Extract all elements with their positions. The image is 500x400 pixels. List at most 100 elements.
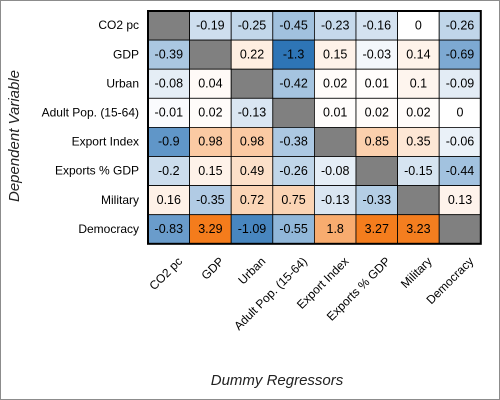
row-label-co2-pc: CO2 pc bbox=[98, 18, 139, 32]
row-labels: CO2 pc GDP Urban Adult Pop. (15-64) Export I… bbox=[42, 18, 139, 236]
row-label-gdp: GDP bbox=[113, 47, 139, 61]
heatmap-cell-masked bbox=[272, 97, 315, 128]
heatmap-cell bbox=[147, 156, 190, 187]
heatmap-cell-value: -0.25 bbox=[238, 18, 267, 32]
heatmap-cell bbox=[355, 127, 398, 157]
heatmap-cell-value: 0.75 bbox=[281, 193, 305, 207]
heatmap-cell bbox=[438, 97, 482, 128]
row-label-exports-gdp: Exports % GDP bbox=[55, 164, 139, 178]
heatmap-cell-value: -0.15 bbox=[404, 164, 433, 178]
heatmap-cell bbox=[230, 97, 274, 128]
heatmap-cell-value: 0.15 bbox=[323, 47, 347, 61]
heatmap-cell-value: -0.03 bbox=[363, 47, 392, 61]
column-label-adult-pop-15-64: Adult Pop. (15-64) bbox=[231, 254, 310, 333]
heatmap-cell-value: -0.26 bbox=[446, 18, 475, 32]
heatmap-cell bbox=[272, 185, 315, 216]
heatmap-cell bbox=[438, 68, 482, 99]
heatmap-cell-value: 0.04 bbox=[198, 77, 222, 91]
heatmap-cell bbox=[189, 127, 232, 157]
y-axis-title: Dependent Variable bbox=[6, 70, 23, 202]
heatmap-cell-value: -0.09 bbox=[446, 77, 475, 91]
heatmap-cell bbox=[397, 39, 440, 70]
row-label-military: Military bbox=[101, 193, 139, 207]
heatmap-cell-value: -0.23 bbox=[321, 18, 350, 32]
heatmap-cell-value: -0.16 bbox=[363, 18, 392, 32]
heatmap-cell-value: 0.22 bbox=[240, 47, 264, 61]
heatmap-cell-value: -0.19 bbox=[196, 18, 225, 32]
heatmap-cell bbox=[313, 185, 357, 216]
heatmap-cell-masked bbox=[397, 185, 440, 216]
heatmap-cell-value: 0.98 bbox=[240, 135, 264, 149]
heatmap-cell-value: -0.33 bbox=[363, 193, 392, 207]
heatmap-cell-masked bbox=[189, 39, 232, 70]
heatmap-cell-value: -0.9 bbox=[158, 135, 180, 149]
heatmap-cell-value: 0.15 bbox=[198, 164, 222, 178]
heatmap-cell bbox=[355, 68, 398, 99]
heatmap-cell-value: 3.27 bbox=[365, 222, 389, 236]
heatmap-cell bbox=[355, 214, 398, 245]
heatmap-cell-value: -0.2 bbox=[158, 164, 180, 178]
row-label-adult-pop-15-64: Adult Pop. (15-64) bbox=[42, 106, 139, 120]
heatmap-cell bbox=[147, 39, 190, 70]
heatmap-cell bbox=[189, 68, 232, 99]
heatmap-cells: -0.19 -0.25 -0.45 -0.23 -0.16 0 -0.26 -0.39 0.22… bbox=[147, 10, 482, 245]
heatmap-cell-value: -1.09 bbox=[238, 222, 267, 236]
heatmap-cell-value: -0.13 bbox=[321, 193, 350, 207]
column-label-gdp: GDP bbox=[198, 254, 226, 282]
heatmap-cell bbox=[272, 214, 315, 245]
heatmap-cell-value: 0 bbox=[457, 106, 464, 120]
heatmap-cell bbox=[272, 127, 315, 157]
heatmap-cell-value: -0.08 bbox=[321, 164, 350, 178]
row-label-export-index: Export Index bbox=[72, 135, 139, 149]
heatmap-cell-value: -0.26 bbox=[279, 164, 308, 178]
heatmap-cell bbox=[189, 214, 232, 245]
heatmap-cell bbox=[313, 68, 357, 99]
heatmap-cell-value: 0.01 bbox=[365, 77, 389, 91]
column-label-military: Military bbox=[398, 254, 435, 291]
heatmap-cell-value: -0.38 bbox=[279, 135, 308, 149]
heatmap-cell bbox=[147, 68, 190, 99]
row-label-urban: Urban bbox=[106, 76, 139, 90]
heatmap-cell-value: -1.3 bbox=[283, 47, 305, 61]
heatmap-cell bbox=[397, 127, 440, 157]
heatmap-cell bbox=[313, 39, 357, 70]
heatmap-cell-value: 3.29 bbox=[198, 222, 222, 236]
heatmap-cell bbox=[397, 97, 440, 128]
y-axis-title-group: Dependent Variable bbox=[6, 70, 23, 202]
heatmap-cell-value: 0.01 bbox=[323, 106, 347, 120]
heatmap-cell-value: 0.14 bbox=[406, 47, 430, 61]
heatmap-cell-value: 0.02 bbox=[198, 106, 222, 120]
heatmap-cell-value: -0.45 bbox=[279, 18, 308, 32]
x-axis-title: Dummy Regressors bbox=[211, 372, 344, 389]
heatmap-cell bbox=[397, 214, 440, 245]
column-label-urban: Urban bbox=[235, 254, 268, 287]
heatmap-cell-value: 0.72 bbox=[240, 193, 264, 207]
heatmap-cell-value: -0.69 bbox=[446, 47, 475, 61]
heatmap-cell-value: 0.49 bbox=[240, 164, 264, 178]
heatmap-cell-value: 1.8 bbox=[327, 222, 344, 236]
heatmap-cell-value: 0.13 bbox=[448, 193, 472, 207]
row-label-democracy: Democracy bbox=[78, 222, 139, 236]
heatmap-cell-value: -0.08 bbox=[155, 77, 184, 91]
heatmap-cell-masked bbox=[355, 156, 398, 187]
heatmap-cell-value: 0.1 bbox=[410, 77, 427, 91]
heatmap-cell-value: 0.02 bbox=[323, 77, 347, 91]
heatmap-cell-value: 3.23 bbox=[406, 222, 430, 236]
heatmap-cell-masked bbox=[230, 68, 274, 99]
heatmap-cell bbox=[355, 97, 398, 128]
heatmap-cell-value: -0.42 bbox=[279, 77, 308, 91]
heatmap-cell-value: 0.85 bbox=[365, 135, 389, 149]
heatmap-cell-masked bbox=[438, 214, 482, 245]
heatmap-cell-masked bbox=[147, 10, 190, 41]
heatmap-cell-masked bbox=[313, 127, 357, 157]
heatmap-cell-value: -0.39 bbox=[155, 47, 184, 61]
heatmap-cell-value: -0.55 bbox=[279, 222, 308, 236]
heatmap-cell-value: -0.13 bbox=[238, 106, 267, 120]
heatmap-cell-value: 0 bbox=[415, 18, 422, 32]
heatmap-cell bbox=[230, 185, 274, 216]
heatmap-cell-value: 0.16 bbox=[157, 193, 181, 207]
heatmap-border bbox=[147, 10, 482, 245]
